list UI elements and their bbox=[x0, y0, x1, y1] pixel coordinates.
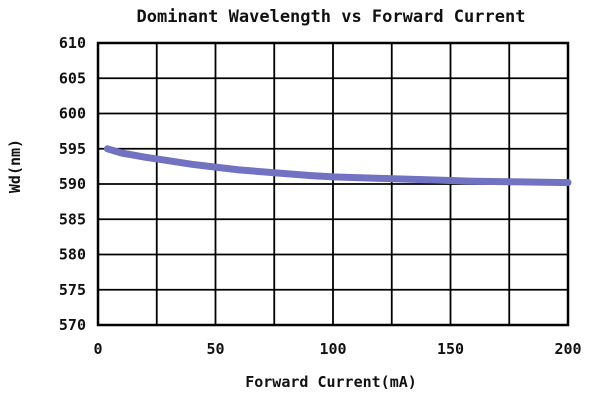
y-tick-label: 570 bbox=[59, 316, 86, 334]
y-tick-label: 590 bbox=[59, 175, 86, 193]
y-tick-label: 605 bbox=[59, 69, 86, 87]
x-axis-label: Forward Current(mA) bbox=[245, 373, 417, 391]
y-tick-label: 585 bbox=[59, 210, 86, 228]
x-tick-label: 100 bbox=[319, 340, 346, 358]
y-tick-label: 575 bbox=[59, 281, 86, 299]
x-tick-labels: 0 50 100 150 200 bbox=[93, 340, 581, 358]
series-layer bbox=[103, 145, 572, 187]
y-tick-label: 580 bbox=[59, 246, 86, 264]
x-tick-label: 150 bbox=[437, 340, 464, 358]
x-tick-label: 0 bbox=[93, 340, 102, 358]
x-tick-label: 200 bbox=[554, 340, 581, 358]
x-tick-label: 50 bbox=[206, 340, 224, 358]
y-axis-label: Wd(nm) bbox=[6, 139, 24, 193]
y-tick-labels: 570 575 580 585 590 595 600 605 610 bbox=[59, 34, 86, 334]
y-tick-label: 610 bbox=[59, 34, 86, 52]
series-line bbox=[103, 145, 572, 187]
y-tick-label: 595 bbox=[59, 140, 86, 158]
chart-title: Dominant Wavelength vs Forward Current bbox=[137, 7, 526, 27]
y-tick-label: 600 bbox=[59, 105, 86, 123]
